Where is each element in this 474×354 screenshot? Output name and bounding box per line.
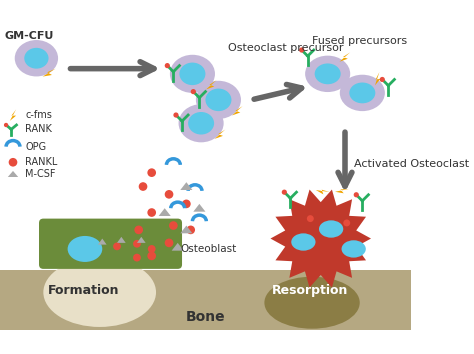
Polygon shape [206, 80, 217, 90]
Circle shape [282, 190, 287, 195]
Circle shape [139, 182, 147, 191]
Ellipse shape [349, 82, 375, 103]
Circle shape [173, 113, 179, 118]
Circle shape [164, 190, 173, 199]
Ellipse shape [15, 40, 58, 76]
Ellipse shape [315, 63, 341, 84]
Polygon shape [232, 106, 243, 115]
Circle shape [380, 77, 385, 82]
Text: Fused precursors: Fused precursors [312, 36, 407, 46]
Ellipse shape [342, 240, 366, 258]
Ellipse shape [340, 75, 385, 111]
Polygon shape [8, 171, 18, 177]
Ellipse shape [205, 88, 231, 111]
Circle shape [191, 89, 196, 94]
Polygon shape [339, 52, 350, 62]
Ellipse shape [319, 220, 343, 238]
Ellipse shape [43, 258, 156, 327]
Ellipse shape [179, 104, 224, 142]
Text: Osteoclast precursor: Osteoclast precursor [228, 43, 344, 53]
Text: Bone: Bone [186, 309, 225, 324]
Text: Activated Osteoclast: Activated Osteoclast [354, 159, 469, 169]
Text: Formation: Formation [48, 284, 120, 297]
Polygon shape [316, 190, 330, 194]
Ellipse shape [291, 233, 316, 251]
Ellipse shape [68, 236, 102, 262]
Text: Osteoblast: Osteoblast [180, 244, 237, 254]
Circle shape [133, 240, 141, 248]
Circle shape [354, 192, 359, 198]
Ellipse shape [196, 81, 241, 119]
Polygon shape [215, 130, 225, 139]
Polygon shape [98, 239, 107, 245]
Circle shape [148, 245, 155, 253]
Text: OPG: OPG [25, 142, 46, 152]
Ellipse shape [24, 48, 48, 69]
FancyBboxPatch shape [39, 219, 182, 269]
Ellipse shape [188, 112, 214, 135]
Text: Resorption: Resorption [272, 284, 348, 297]
Text: RANK: RANK [25, 124, 52, 134]
Polygon shape [117, 237, 126, 243]
Polygon shape [10, 109, 16, 121]
Circle shape [182, 200, 191, 208]
Polygon shape [137, 237, 146, 243]
Circle shape [307, 215, 314, 222]
Circle shape [134, 225, 143, 234]
Ellipse shape [305, 56, 350, 92]
Circle shape [343, 219, 350, 227]
Text: M-CSF: M-CSF [25, 169, 55, 178]
Circle shape [113, 242, 121, 250]
Circle shape [147, 252, 156, 260]
Text: GM-CFU: GM-CFU [4, 31, 54, 41]
Circle shape [4, 123, 8, 127]
Polygon shape [193, 204, 205, 212]
Polygon shape [180, 182, 192, 190]
Polygon shape [335, 189, 349, 193]
Circle shape [133, 254, 141, 262]
Circle shape [299, 47, 304, 53]
Circle shape [169, 221, 178, 230]
Polygon shape [180, 225, 192, 233]
Text: c-fms: c-fms [25, 110, 52, 120]
Circle shape [186, 225, 195, 234]
Ellipse shape [170, 55, 215, 93]
Circle shape [164, 239, 173, 247]
Text: RANKL: RANKL [25, 157, 57, 167]
Bar [0, 270, 411, 330]
Circle shape [164, 63, 170, 68]
Polygon shape [159, 208, 171, 216]
Circle shape [147, 208, 156, 217]
Ellipse shape [180, 63, 205, 85]
Polygon shape [271, 189, 371, 287]
Ellipse shape [264, 277, 360, 329]
Circle shape [9, 158, 18, 167]
Polygon shape [43, 69, 55, 76]
Circle shape [147, 169, 156, 177]
Polygon shape [172, 243, 184, 251]
Polygon shape [375, 72, 381, 85]
